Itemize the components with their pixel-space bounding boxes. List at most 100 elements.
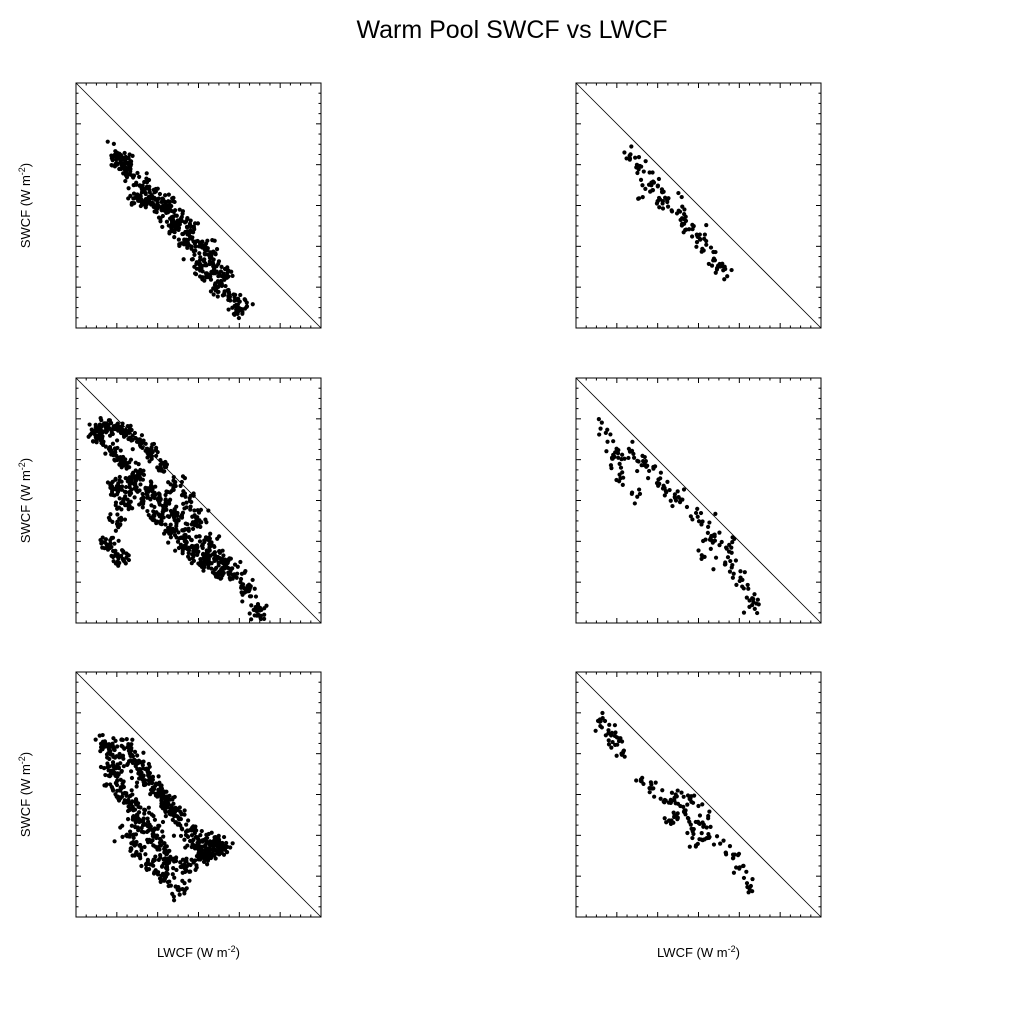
data-point	[144, 866, 149, 871]
data-point	[638, 177, 644, 182]
data-point	[116, 563, 121, 568]
data-point	[141, 830, 146, 835]
data-point	[708, 245, 714, 250]
data-point	[143, 852, 148, 857]
data-point	[102, 421, 107, 426]
data-point	[670, 503, 675, 509]
data-point	[146, 774, 151, 779]
data-point	[141, 187, 146, 192]
data-point	[149, 862, 154, 867]
data-point	[190, 552, 195, 557]
data-point	[721, 268, 726, 273]
data-point	[228, 298, 233, 303]
data-point	[741, 586, 746, 591]
data-point	[149, 827, 154, 832]
data-point	[746, 890, 751, 895]
data-point	[130, 853, 135, 858]
data-point	[220, 840, 225, 846]
x-axis-label-text: LWCF (W m	[657, 945, 728, 960]
data-point	[662, 493, 667, 498]
data-point	[117, 751, 122, 757]
data-point	[190, 526, 196, 531]
data-point	[145, 446, 150, 451]
data-point	[206, 556, 211, 561]
data-point	[115, 554, 120, 559]
data-point	[143, 200, 149, 205]
data-point	[241, 585, 246, 591]
data-point	[629, 144, 634, 149]
data-point	[744, 595, 749, 600]
data-point	[210, 570, 216, 575]
data-point	[178, 483, 183, 489]
data-point	[738, 569, 743, 574]
data-point	[197, 539, 203, 544]
data-point	[611, 439, 616, 444]
data-point	[728, 558, 733, 564]
data-point	[701, 248, 706, 253]
data-point	[129, 159, 134, 164]
data-point	[205, 238, 210, 243]
data-point	[158, 458, 163, 463]
data-point	[182, 862, 187, 867]
data-point	[115, 744, 120, 749]
data-point	[635, 468, 640, 474]
data-point	[171, 812, 177, 817]
data-point	[675, 811, 680, 816]
data-point	[223, 283, 228, 289]
data-point	[164, 209, 169, 215]
data-point	[609, 745, 614, 750]
data-point	[653, 464, 658, 469]
data-point	[143, 191, 148, 197]
data-point	[182, 837, 187, 842]
data-point	[212, 558, 217, 563]
data-point	[204, 271, 210, 276]
data-point	[127, 152, 132, 157]
data-point	[182, 527, 188, 532]
data-point	[189, 545, 195, 550]
y-axis-label-exp: -2	[17, 756, 27, 764]
data-point	[253, 594, 259, 599]
data-point	[219, 264, 224, 269]
data-point	[158, 216, 163, 221]
data-point	[747, 886, 752, 891]
data-point	[191, 558, 197, 563]
data-point	[248, 584, 253, 589]
data-point	[159, 798, 164, 803]
data-point	[123, 178, 128, 184]
data-point	[203, 555, 208, 560]
data-point	[203, 517, 208, 522]
data-point	[698, 510, 704, 516]
data-point	[605, 439, 610, 444]
data-point	[610, 739, 615, 745]
data-point	[708, 546, 713, 551]
data-point	[118, 455, 123, 460]
data-point	[663, 195, 668, 200]
data-point	[184, 500, 189, 505]
data-point	[193, 867, 198, 872]
data-point	[106, 768, 111, 773]
data-point	[706, 813, 711, 819]
data-point	[133, 825, 138, 830]
data-point	[153, 492, 158, 498]
data-point	[216, 833, 221, 838]
data-point	[698, 237, 703, 242]
data-point	[626, 455, 631, 461]
data-point	[222, 847, 228, 852]
data-point	[650, 170, 655, 175]
data-point	[128, 829, 133, 834]
data-point	[128, 491, 134, 496]
data-point	[236, 315, 241, 321]
data-point	[640, 183, 645, 188]
data-point	[159, 786, 164, 791]
y-axis-label-exp: -2	[17, 462, 27, 470]
data-point	[146, 805, 151, 810]
data-point	[201, 551, 206, 556]
data-point	[613, 742, 618, 748]
data-point	[153, 484, 158, 489]
scatter-points	[596, 417, 761, 616]
data-point	[742, 570, 747, 575]
data-point	[130, 433, 135, 438]
data-point	[126, 743, 131, 748]
data-point	[215, 837, 220, 842]
data-point	[617, 461, 622, 466]
